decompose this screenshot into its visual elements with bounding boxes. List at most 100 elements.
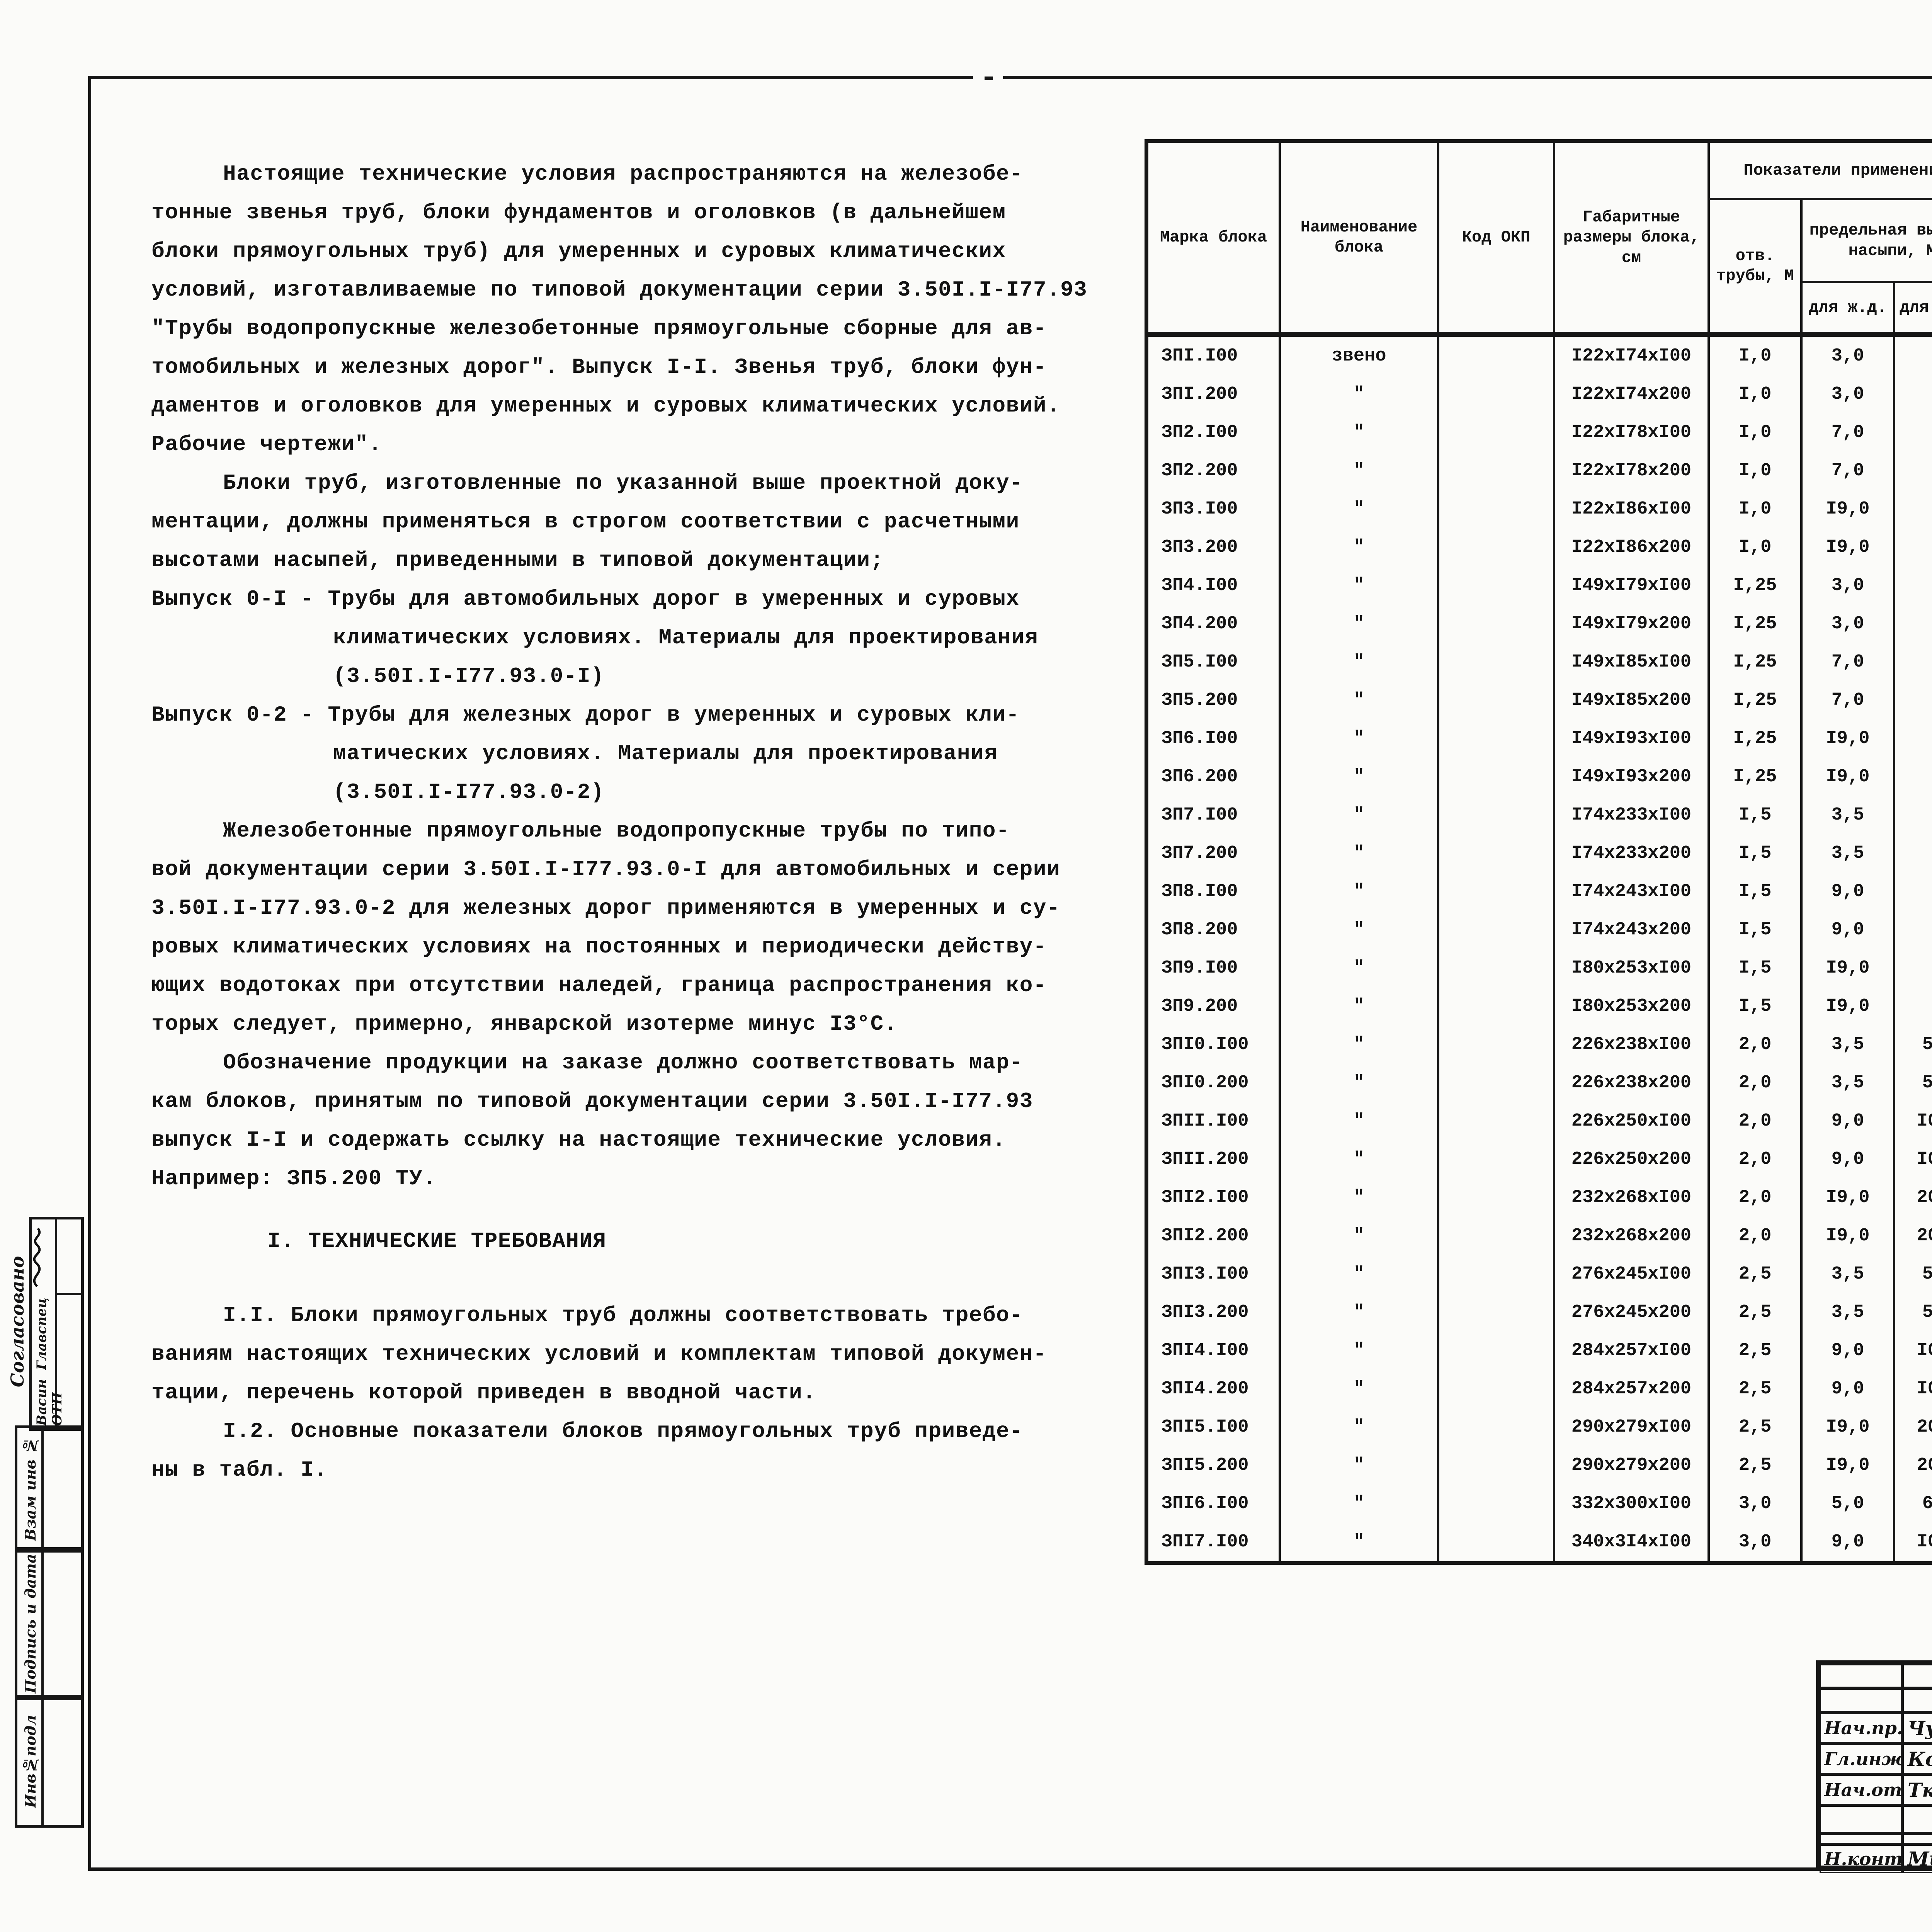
table-cell	[1437, 490, 1555, 528]
text-line: вой документации серии 3.50I.I-I77.93.0-…	[151, 857, 1061, 882]
table-cell: -	[1893, 643, 1932, 681]
table-row: ЗП3.200"I22хI86х200I,0I9,0-I,6097,0I64,8…	[1145, 528, 1932, 566]
sign-role: Нач.пр.гр.	[1820, 1713, 1902, 1743]
text-line: Выпуск 0-2 - Трубы для железных дорог в …	[151, 702, 1020, 727]
table-cell: ЗП6.I00	[1145, 719, 1281, 758]
table-cell	[1437, 1178, 1555, 1217]
text-line: кам блоков, принятым по типовой документ…	[151, 1089, 1033, 1114]
table-cell: 2,5	[1708, 1408, 1803, 1446]
table-cell: 226х238х200	[1553, 1063, 1710, 1102]
table-cell: 9,0	[1800, 872, 1895, 911]
table-row: ЗП4.I00"I49хI79хI00I,253,0-0,8I40,26I,4I…	[1145, 566, 1932, 605]
table-cell: I,25	[1708, 757, 1803, 796]
table-cell: I0,0	[1893, 1522, 1932, 1565]
table-cell: 3,5	[1800, 1255, 1895, 1293]
table-cell: "	[1279, 451, 1439, 490]
text-line: даментов и оголовков для умеренных и сур…	[151, 393, 1061, 418]
table-cell: -	[1893, 332, 1932, 375]
table-cell: ЗПI3.I00	[1145, 1255, 1281, 1293]
table-cell: 2,0	[1708, 1025, 1803, 1064]
table-cell: I49хI85хI00	[1553, 643, 1710, 681]
frame-top-line	[1003, 76, 1932, 79]
frame-bottom-line	[88, 1867, 1932, 1871]
table-row: ЗП9.I00"I80х253хI00I,5I9,0-I,6078,5I52,0…	[1145, 949, 1932, 987]
table-cell	[1437, 757, 1555, 796]
table-row: ЗПI3.200"276х245х2002,53,55,03,54I75,628…	[1145, 1293, 1932, 1332]
table-cell: I,5	[1708, 872, 1803, 911]
table-cell: I74х233хI00	[1553, 796, 1710, 834]
table-cell: ЗПI0.I00	[1145, 1025, 1281, 1064]
table-cell: 3,0	[1708, 1484, 1803, 1523]
table-cell: 226х238хI00	[1553, 1025, 1710, 1064]
table-cell: "	[1279, 1293, 1439, 1332]
table-cell: 9,0	[1800, 1369, 1895, 1408]
table-cell: I,0	[1708, 375, 1803, 413]
table-cell: "	[1279, 604, 1439, 643]
table-cell: 3,0	[1800, 604, 1895, 643]
text-line: ющих водотоках при отсутствии наледей, г…	[151, 973, 1047, 998]
sign-role: Гл.инж.пр.	[1820, 1743, 1902, 1774]
table-cell: 3,5	[1800, 1293, 1895, 1332]
table-cell: "	[1279, 1216, 1439, 1255]
table-cell: "	[1279, 643, 1439, 681]
table-row: ЗП5.200"I49хI85х200I,257,0-I,8083,6I5I,4…	[1145, 681, 1932, 719]
table-cell: ЗПI4.I00	[1145, 1331, 1281, 1370]
table-cell: 3,0	[1708, 1522, 1803, 1565]
text-line: Настоящие технические условия распростра…	[223, 162, 1024, 186]
text-line: выпуск I-I и содержать ссылку на настоящ…	[151, 1128, 1006, 1152]
table-cell: -	[1893, 375, 1932, 413]
frame-top-dash	[985, 77, 993, 80]
table-cell: I49хI85х200	[1553, 681, 1710, 719]
table-row: ЗП6.I00"I49хI93хI00I,25I9,0-I,0257,II04,…	[1145, 719, 1932, 758]
table-cell: -	[1893, 834, 1932, 872]
table-cell: -	[1893, 490, 1932, 528]
stamp-divider	[57, 1293, 81, 1295]
table-cell: ЗП5.200	[1145, 681, 1281, 719]
table-row: ЗПI7.I00"340х3I4хI003,09,0I0,03,20I44,72…	[1145, 1522, 1932, 1565]
table-cell: 6,0	[1893, 1484, 1932, 1523]
approver-name: Васин	[34, 1379, 49, 1426]
table-cell: 20,0	[1893, 1408, 1932, 1446]
table-cell: I0,0	[1893, 1369, 1932, 1408]
table-cell	[1437, 1216, 1555, 1255]
table-cell: ЗПI2.I00	[1145, 1178, 1281, 1217]
table-cell: I,25	[1708, 643, 1803, 681]
table-cell: I,25	[1708, 681, 1803, 719]
table-cell: ЗПII.200	[1145, 1140, 1281, 1179]
table-cell: I22хI78хI00	[1553, 413, 1710, 452]
table-cell	[1437, 1369, 1555, 1408]
table-cell: "	[1279, 1063, 1439, 1102]
table-cell	[1437, 604, 1555, 643]
col-header-embankment: предельная высота насыпи, М	[1800, 198, 1932, 283]
table-cell	[1437, 1025, 1555, 1064]
text-line: Выпуск 0-I - Трубы для автомобильных дор…	[151, 587, 1020, 611]
table-cell: "	[1279, 1140, 1439, 1179]
table-cell	[1437, 1293, 1555, 1332]
table-cell: ЗПI5.I00	[1145, 1408, 1281, 1446]
col-header-mark: Марка блока	[1145, 140, 1281, 337]
table-cell: ЗП3.I00	[1145, 490, 1281, 528]
table-cell: I74х233х200	[1553, 834, 1710, 872]
table-cell: 3,5	[1800, 796, 1895, 834]
table-cell: 9,0	[1800, 910, 1895, 949]
table-cell: -	[1893, 604, 1932, 643]
table-cell: I9,0	[1800, 490, 1895, 528]
table-cell: 2,0	[1708, 1102, 1803, 1140]
table-cell: -	[1893, 796, 1932, 834]
table-cell: -	[1893, 451, 1932, 490]
text-line: условий, изготавливаемые по типовой доку…	[151, 277, 1088, 302]
table-cell: 20,0	[1893, 1216, 1932, 1255]
table-cell	[1437, 681, 1555, 719]
spec-table: Марка блока Наименование блока Код ОКП Г…	[1145, 139, 1932, 1565]
sign-name: Миронова	[1902, 1844, 1932, 1873]
table-cell: "	[1279, 757, 1439, 796]
table-cell: ЗП2.200	[1145, 451, 1281, 490]
title-block-sign-table: Нач.пр.гр. Чупарнова Гл.инж.пр. Коен 12.…	[1820, 1664, 1932, 1873]
table-cell: I49хI79х200	[1553, 604, 1710, 643]
text-line: I. ТЕХНИЧЕСКИЕ ТРЕБОВАНИЯ	[267, 1229, 607, 1253]
table-cell: I22хI86х200	[1553, 528, 1710, 566]
table-cell: I,0	[1708, 413, 1803, 452]
table-cell: -	[1893, 987, 1932, 1026]
table-cell: ЗПI6.I00	[1145, 1484, 1281, 1523]
